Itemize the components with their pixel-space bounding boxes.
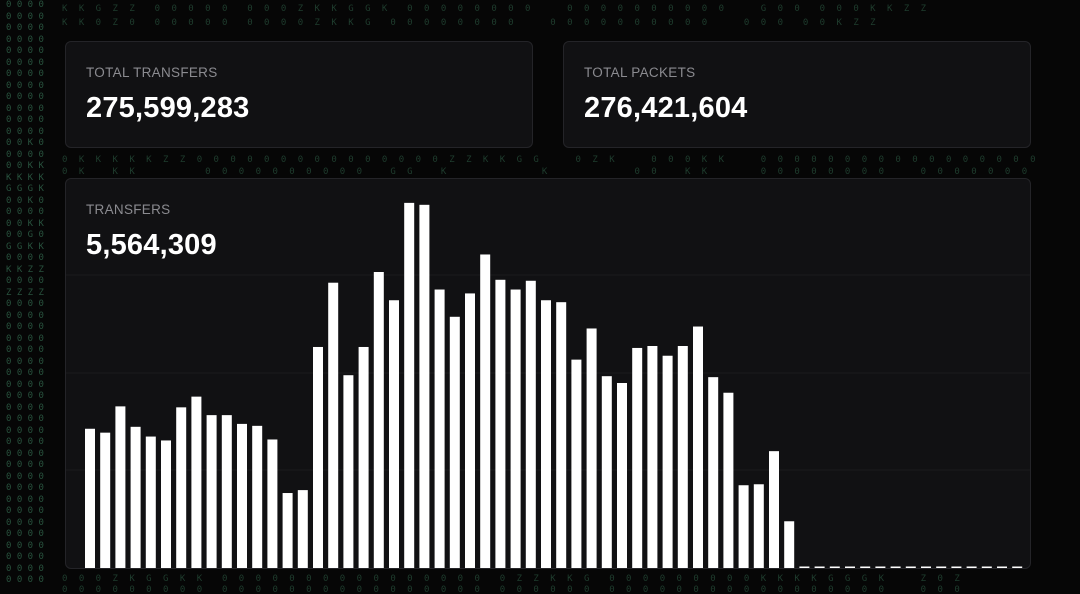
chart-bar <box>145 436 156 568</box>
chart-bar <box>176 407 187 568</box>
chart-bar <box>510 289 521 568</box>
chart-bar <box>85 428 95 568</box>
chart-bar <box>632 347 643 568</box>
matrix-row: 0 K K K K K Z Z 0 0 0 0 0 0 0 0 0 0 0 0 … <box>62 155 1039 165</box>
matrix-column: 0 0 0 0 0 0 0 0 0 0 0 0 0 0 0 0 0 0 0 0 … <box>6 0 44 585</box>
chart-empty-slot <box>845 566 855 568</box>
chart-bar <box>206 415 217 568</box>
chart-bar <box>115 406 126 568</box>
chart-bar <box>130 426 141 568</box>
chart-empty-slot <box>936 566 947 568</box>
chart-bar <box>297 490 308 568</box>
chart-empty-slot <box>905 566 916 568</box>
total-transfers-card: TOTAL TRANSFERS 275,599,283 <box>65 41 533 148</box>
chart-empty-slot <box>829 566 840 568</box>
chart-bar <box>541 300 551 568</box>
chart-bar <box>738 485 749 568</box>
chart-bar <box>723 392 734 568</box>
chart-bar <box>525 280 536 568</box>
chart-bar <box>677 346 688 568</box>
total-transfers-label: TOTAL TRANSFERS <box>86 65 218 80</box>
chart-bar <box>252 425 263 568</box>
chart-empty-slot <box>875 566 886 568</box>
chart-bar <box>647 346 658 568</box>
chart-bar <box>753 484 764 568</box>
chart-bar <box>404 202 415 569</box>
matrix-row: 0 0 0 Z K G G K K 0 0 0 0 0 0 0 0 0 0 0 … <box>62 574 963 584</box>
total-packets-value: 276,421,604 <box>584 92 748 124</box>
chart-bar <box>708 377 719 568</box>
chart-bar <box>784 521 795 568</box>
chart-bar <box>358 346 369 568</box>
chart-empty-slot <box>921 566 931 568</box>
chart-empty-slot <box>799 566 810 568</box>
chart-bar <box>769 451 779 568</box>
matrix-row: K K 0 Z 0 0 0 0 0 0 0 0 0 0 Z K K G 0 0 … <box>62 18 879 28</box>
chart-bar <box>161 440 171 568</box>
chart-empty-slot <box>997 566 1007 568</box>
chart-empty-slot <box>1012 566 1023 568</box>
chart-bar <box>191 396 202 568</box>
total-packets-card: TOTAL PACKETS 276,421,604 <box>563 41 1031 148</box>
chart-empty-slot <box>951 566 962 568</box>
total-transfers-value: 275,599,283 <box>86 92 250 124</box>
chart-bar <box>237 423 247 568</box>
chart-bar <box>480 254 491 568</box>
chart-empty-slot <box>860 566 871 568</box>
chart-bar <box>282 493 293 568</box>
chart-bar <box>449 316 460 568</box>
chart-bar <box>343 375 354 568</box>
chart-empty-slot <box>814 566 825 568</box>
chart-bar <box>465 293 475 568</box>
chart-bar <box>617 383 627 568</box>
transfers-chart-label: TRANSFERS <box>86 202 171 217</box>
chart-bar <box>495 279 506 568</box>
chart-bar <box>389 300 399 568</box>
matrix-row: 0 K K K 0 0 0 0 0 0 0 0 0 0 G G K K 0 0 … <box>62 167 1031 177</box>
chart-bar <box>662 355 673 568</box>
transfers-chart-value: 5,564,309 <box>86 229 217 261</box>
total-packets-label: TOTAL PACKETS <box>584 65 696 80</box>
chart-bar <box>100 432 111 568</box>
chart-bar <box>267 439 278 568</box>
matrix-row: 0 0 0 0 0 0 0 0 0 0 0 0 0 0 0 0 0 0 0 0 … <box>62 585 963 594</box>
chart-bar <box>328 282 339 568</box>
chart-bar <box>434 289 445 568</box>
chart-bar <box>601 376 612 568</box>
chart-empty-slot <box>966 566 977 568</box>
chart-bar <box>586 328 597 568</box>
transfers-bar-chart <box>66 202 1030 569</box>
chart-bar <box>571 359 582 568</box>
chart-bar <box>373 272 384 568</box>
matrix-row: K K G Z Z 0 0 0 0 0 0 0 0 Z K K G G K 0 … <box>62 4 930 14</box>
chart-empty-slot <box>981 566 992 568</box>
chart-bar <box>313 346 323 568</box>
chart-bar <box>221 415 232 568</box>
chart-bar <box>556 302 567 568</box>
chart-empty-slot <box>890 566 901 568</box>
chart-bar <box>693 326 703 568</box>
chart-bar <box>419 204 430 568</box>
